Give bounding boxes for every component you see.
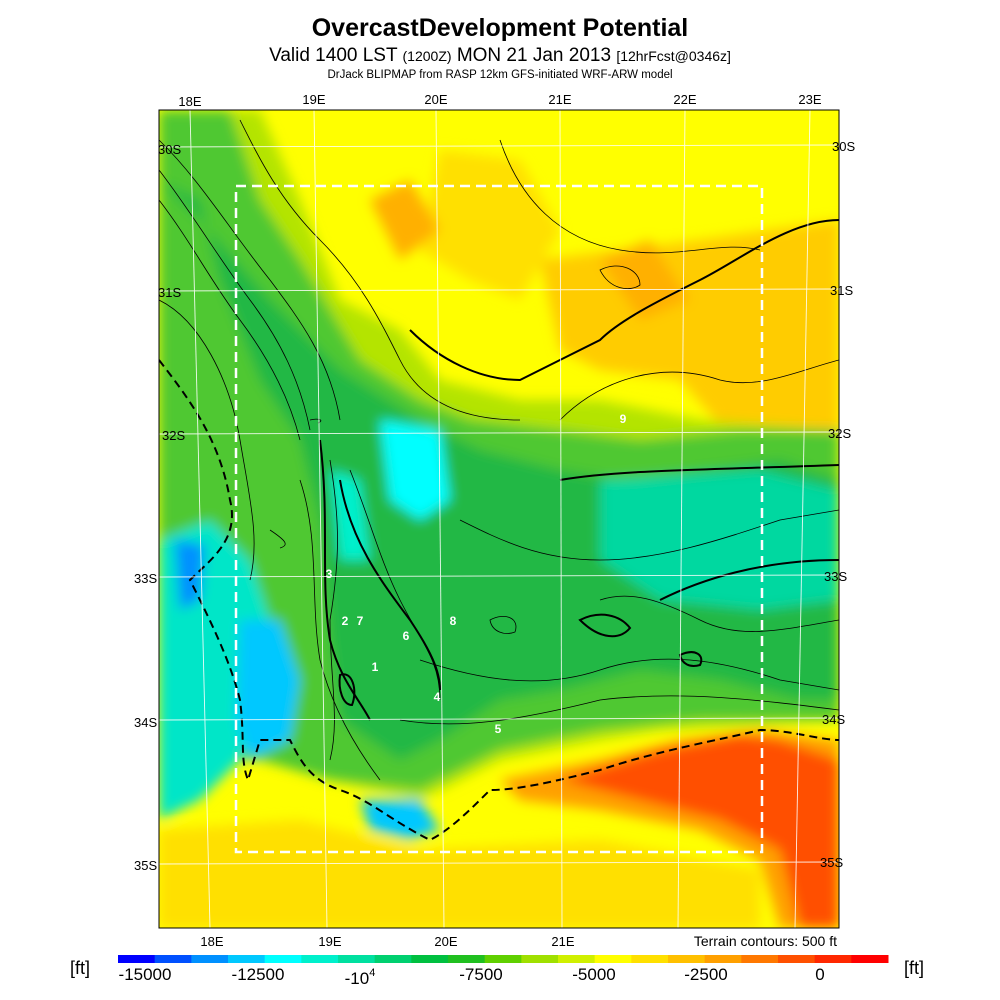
site-markers: 1 2 3 4 5 6 7 8 9 (326, 412, 627, 736)
colorbar-tick: 0 (815, 965, 824, 984)
colorbar-swatch (191, 955, 229, 963)
lat-label-right: 34S (822, 712, 845, 727)
colorbar-swatch (521, 955, 559, 963)
colorbar-swatch (411, 955, 449, 963)
coastline (159, 359, 839, 842)
valid-date: MON 21 Jan 2013 (456, 45, 612, 66)
colorbar-swatch (448, 955, 486, 963)
site-marker: 4 (434, 690, 441, 704)
site-marker: 5 (495, 722, 502, 736)
lat-label-right: 33S (824, 569, 847, 584)
lon-label-top: 18E (178, 94, 201, 109)
site-marker: 2 (342, 614, 349, 628)
colorbar-swatch (264, 955, 302, 963)
site-marker: 3 (326, 567, 333, 581)
colorbar-swatch (301, 955, 339, 963)
colorbar-swatch (704, 955, 742, 963)
colorbar-swatch (228, 955, 266, 963)
colorbar-swatch (814, 955, 852, 963)
lon-label-top: 19E (302, 92, 325, 107)
lon-label-bottom: 21E (551, 934, 574, 949)
lon-label-bottom: 20E (434, 934, 457, 949)
site-marker: 9 (620, 412, 627, 426)
lon-label-top: 23E (798, 92, 821, 107)
model-credit: DrJack BLIPMAP from RASP 12km GFS-initia… (327, 69, 673, 81)
lon-label-top: 21E (548, 92, 571, 107)
forecast-info: [12hrFcst@0346z] (616, 48, 731, 64)
colorbar-swatch (668, 955, 706, 963)
colorbar-tick: -2500 (684, 965, 727, 984)
lat-label-left: 33S (134, 571, 157, 586)
colorbar-swatch (851, 955, 889, 963)
terrain-contours (159, 119, 839, 781)
colorbar-tick: -12500 (232, 965, 285, 984)
lat-labels-left: 30S 31S 32S 33S 34S 35S (134, 142, 185, 873)
lat-label-right: 32S (828, 426, 851, 441)
colorbar-tick: -15000 (119, 965, 172, 984)
lon-label-bottom: 19E (318, 934, 341, 949)
lat-label-left: 30S (158, 142, 181, 157)
lat-label-left: 31S (158, 285, 181, 300)
colorbar-swatch (118, 955, 156, 963)
colorbar-tick: -5000 (572, 965, 615, 984)
colorbar-tick-exponent: 4 (369, 967, 375, 979)
colorbar-swatch (631, 955, 669, 963)
terrain-contours-bold (319, 219, 839, 721)
colorbar-swatch (558, 955, 596, 963)
site-marker: 6 (403, 629, 410, 643)
lon-label-top: 22E (673, 92, 696, 107)
utc-time: (1200Z) (402, 48, 452, 64)
lon-label-bottom: 18E (200, 934, 223, 949)
colorbar-swatch (154, 955, 192, 963)
lat-label-left: 35S (134, 858, 157, 873)
lon-label-top: 20E (424, 92, 447, 107)
field-layer (159, 110, 839, 928)
lat-label-right: 31S (830, 283, 853, 298)
chart-subtitle: Valid 1400 LST (1200Z) MON 21 Jan 2013 [… (0, 45, 1000, 67)
lat-label-right: 35S (820, 855, 843, 870)
site-marker: 1 (372, 660, 379, 674)
unit-label-left: [ft] (70, 958, 91, 978)
inner-domain-box (234, 184, 764, 854)
site-marker: 8 (450, 614, 457, 628)
lat-label-right: 30S (832, 139, 855, 154)
lat-label-left: 32S (162, 428, 185, 443)
valid-time: Valid 1400 LST (269, 45, 398, 66)
colorbar-swatch (374, 955, 412, 963)
map-frame (158, 109, 840, 929)
unit-label-right: [ft] (904, 958, 925, 978)
chart-title: OvercastDevelopment Potential (311, 14, 689, 42)
lon-labels-top: 18E 19E 20E 21E 22E 23E (178, 92, 821, 109)
colorbar-tick: -7500 (459, 965, 502, 984)
lat-labels-right: 30S 31S 32S 33S 34S 35S (820, 139, 855, 870)
graticule (159, 110, 839, 928)
colorbar-tick-base: -10 (345, 969, 370, 988)
colorbar-swatch (741, 955, 779, 963)
site-marker: 7 (357, 614, 364, 628)
lon-labels-bottom: 18E 19E 20E 21E (200, 934, 574, 949)
colorbar (118, 955, 889, 963)
lat-label-left: 34S (134, 715, 157, 730)
colorbar-swatch (594, 955, 632, 963)
colorbar-swatch (338, 955, 376, 963)
colorbar-ticks: -15000 -12500 -104 -7500 -5000 -2500 0 (119, 965, 825, 988)
colorbar-tick-power: -104 (345, 967, 376, 988)
colorbar-swatch (778, 955, 816, 963)
terrain-contour-note: Terrain contours: 500 ft (693, 933, 837, 949)
colorbar-swatch (484, 955, 522, 963)
